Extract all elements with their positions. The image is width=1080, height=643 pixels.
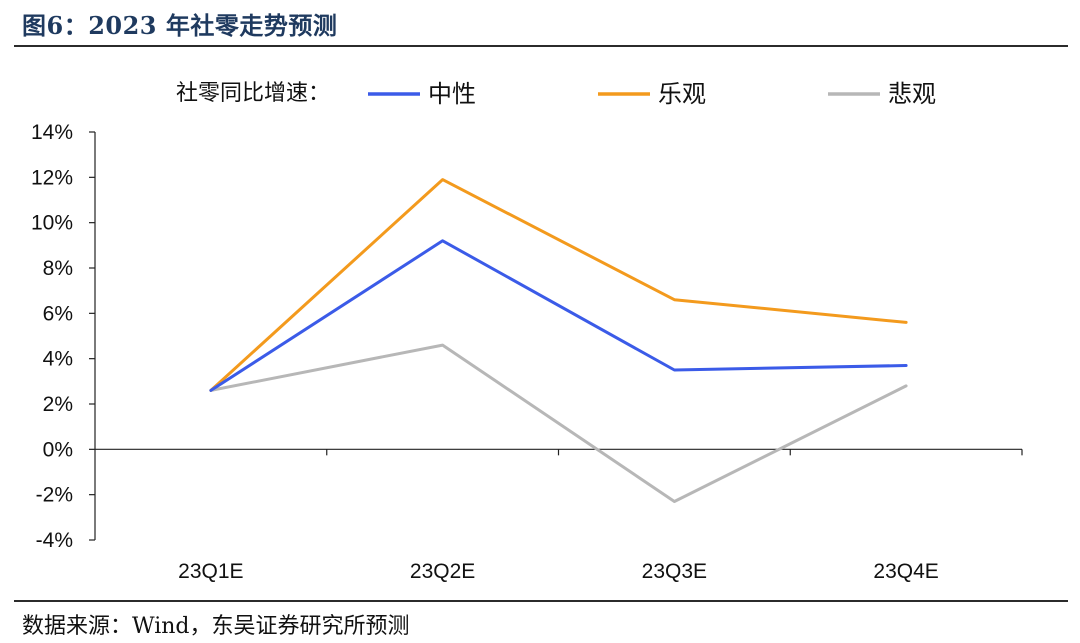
series-line-0 — [209, 239, 908, 392]
y-tick-label: 2% — [43, 393, 73, 416]
y-tick-label: 10% — [31, 212, 73, 235]
source-rule — [14, 600, 1068, 602]
legend-label: 中性 — [428, 80, 476, 108]
x-tick-label: 23Q3E — [642, 560, 707, 583]
source-note: 数据来源：Wind，东吴证券研究所预测 — [22, 614, 410, 639]
y-tick-label: -2% — [36, 484, 73, 507]
x-tick-label: 23Q1E — [178, 560, 243, 583]
x-tick-label: 23Q4E — [873, 560, 938, 583]
y-tick-label: 0% — [43, 438, 73, 461]
y-tick-label: 14% — [31, 121, 73, 144]
title-rule — [14, 45, 1068, 47]
legend-label: 乐观 — [658, 80, 706, 108]
y-tick-label: 6% — [43, 302, 73, 325]
series-line-1 — [209, 178, 908, 392]
legend-title: 社零同比增速： — [176, 81, 330, 106]
y-tick-label: 8% — [43, 257, 73, 280]
y-tick-label: 12% — [31, 166, 73, 189]
chart-title: 图6：2023 年社零走势预测 — [22, 11, 338, 40]
y-tick-label: -4% — [36, 529, 73, 552]
y-tick-label: 4% — [43, 348, 73, 371]
legend-label: 悲观 — [888, 80, 936, 108]
x-tick-label: 23Q2E — [410, 560, 475, 583]
series-line-2 — [209, 343, 908, 503]
